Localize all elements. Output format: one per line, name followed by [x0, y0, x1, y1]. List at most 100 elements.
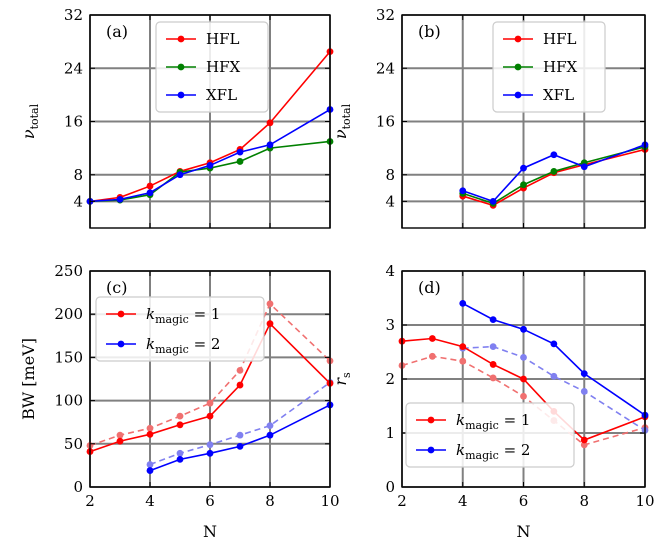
panel-a-series-xfl-point-5	[236, 148, 244, 156]
panel-c-series-k2-point-1	[176, 455, 184, 463]
panel-c-series-ref3-dashed-point-2	[206, 441, 214, 449]
panel-d-ytick-label-3: 3	[385, 316, 395, 334]
panel-b-series-xfl-point-1	[489, 197, 497, 205]
panel-a-series-xfl-point-1	[116, 195, 124, 203]
panel-b-ylabel-text-sub: total	[340, 103, 353, 129]
panel-c-legend-label-1-suffix: = 2	[189, 335, 221, 353]
panel-c-series-k1-point-5	[236, 381, 244, 389]
panel-b-series-hfl-line	[462, 148, 646, 207]
panel-a-legend: HFL HFX XFL	[155, 21, 269, 113]
panel-d-legend-marker-0	[427, 416, 435, 424]
panel-c-ytick-label-0: 0	[73, 478, 83, 496]
panel-c-series-k1-point-6	[266, 320, 274, 328]
panel-a-series-xfl-point-6	[266, 141, 274, 149]
panel-d-series-ref3-dashed-point-3	[550, 372, 558, 380]
panel-b-legend-marker-2	[514, 91, 522, 99]
panel-a-series-xfl-point-4	[206, 162, 214, 169]
panel-d-xtick-label-8: 8	[579, 492, 589, 510]
panel-c-legend-marker-0	[117, 310, 125, 318]
panel-c-series-k2-point-3	[236, 442, 244, 450]
panel-b-series-xfl-point-2	[520, 164, 527, 172]
panel-a-ytick-label-24: 24	[64, 59, 83, 77]
panel-c-series-ref3-dashed-point-4	[266, 422, 274, 430]
panel-c-xtick-label-2: 2	[85, 492, 95, 510]
panel-c-series-k1-point-4	[206, 412, 214, 420]
panel-b-ytick-label-16: 16	[376, 113, 395, 131]
panel-d-series-k2-point-1	[489, 316, 497, 323]
panel-c-xtick-label-4: 4	[145, 492, 155, 510]
panel-d-series-k1-line	[401, 337, 646, 441]
panel-b-ylabel-text-main: ν	[331, 129, 350, 139]
panel-b-legend-label-2-main: XFL	[543, 86, 574, 104]
panel-c-xlabel: N	[203, 522, 217, 541]
panel-c-ylabel-text: BW [meV]	[19, 338, 38, 420]
panel-a-legend-label-2-main: XFL	[206, 86, 237, 104]
panel-d-series-ref2-dashed-point-6	[580, 441, 588, 449]
panel-b-ytick-label-8: 8	[385, 166, 395, 184]
panel-c-series-ref2-dashed-point-1	[116, 431, 124, 439]
panel-c-series-ref2-dashed-point-2	[146, 424, 154, 432]
panel-c-legend-label-0-main: k	[146, 305, 155, 323]
panel-d-ytick-label-4: 4	[385, 262, 395, 280]
panel-b-legend-box	[492, 21, 606, 113]
panel-c-series-k1-point-3	[176, 421, 184, 429]
panel-a-legend-label-0: HFL	[206, 30, 239, 48]
panel-a-ytick-label-16: 16	[64, 113, 83, 131]
panel-d-legend-label-1-main: k	[456, 441, 465, 459]
panel-c-series-k2-point-4	[266, 431, 274, 439]
panel-c-ytick-label-150: 150	[54, 348, 83, 366]
panel-d-series-ref2-dashed-line	[401, 355, 646, 446]
panel-b-legend-marker-1	[514, 63, 522, 71]
panel-c-ytick-label-100: 100	[54, 392, 83, 410]
panel-a-ylabel-text: νtotal	[19, 103, 41, 139]
panel-c-series-k2-point-2	[206, 449, 214, 457]
panel-a-legend-label-0-main: HFL	[206, 30, 239, 48]
panel-c-series-ref2-dashed-point-4	[206, 399, 214, 407]
panel-a-ylabel: νtotal	[19, 103, 41, 139]
panel-c-series-ref2-dashed-point-5	[236, 366, 244, 374]
panel-d-ylabel-text-sub: s	[340, 372, 353, 378]
panel-d-xtick-label-6: 6	[519, 492, 529, 510]
panel-d-series-ref2-dashed-point-3	[489, 374, 497, 382]
panel-c-ytick-label-50: 50	[64, 435, 83, 453]
panel-a-legend-marker-0	[177, 35, 185, 43]
panel-c-legend-label-0-suffix: = 1	[189, 305, 221, 323]
panel-a-ylabel-text-main: ν	[19, 129, 38, 139]
panel-d-legend-box	[405, 402, 575, 468]
panel-d-series-ref2-dashed-point-1	[428, 352, 436, 360]
panel-d-ytick-label-2: 2	[385, 370, 395, 388]
panel-a-series-xfl-line	[89, 108, 331, 203]
panel-b-ylabel-text: νtotal	[331, 103, 353, 139]
panel-b: 4 8 16 24 32 (b) νtotal HFL HFX XFL	[331, 6, 649, 229]
panel-d-legend-label-0-suffix: = 1	[499, 411, 531, 429]
panel-c-legend-label-1-main: k	[146, 335, 155, 353]
panel-a-legend-marker-1	[177, 63, 185, 71]
panel-b-legend-label-1: HFX	[543, 58, 577, 76]
panel-c-series-ref2-dashed-point-3	[176, 412, 184, 420]
panel-d-ytick-label-1: 1	[385, 424, 395, 442]
panel-b-ytick-label-4: 4	[385, 192, 395, 210]
panel-d-xlabel: N	[517, 522, 531, 541]
panel-b-legend-label-1-main: HFX	[543, 58, 577, 76]
panel-c-legend-label-0-sub: magic	[155, 313, 189, 326]
panel-d-legend-label-0-sub: magic	[465, 419, 499, 432]
panel-d-ylabel: rs	[331, 372, 353, 386]
panel-d-series-k2-point-2	[520, 325, 527, 333]
panel-d-series-k2-point-4	[580, 370, 588, 377]
panel-c-xtick-label-10: 10	[320, 492, 339, 510]
panel-a-series-xfl-point-3	[176, 171, 184, 179]
panel-d-series-ref3-dashed-point-2	[520, 354, 527, 361]
panel-b-series-xfl-point-4	[580, 163, 588, 171]
panel-c-ytick-label-250: 250	[54, 262, 83, 280]
panel-a-legend-marker-2	[177, 91, 185, 99]
panel-b-series-hfx-point-2	[520, 181, 527, 189]
panel-c-series-ref2-dashed-point-6	[266, 300, 274, 308]
panel-b-legend-label-0-main: HFL	[543, 30, 576, 48]
panel-c-legend-marker-1	[117, 340, 125, 348]
panel-d-series-ref3-dashed-point-1	[489, 343, 497, 350]
panel-c-xtick-label-6: 6	[205, 492, 215, 510]
panel-b-legend-marker-0	[514, 35, 522, 43]
panel-d-legend-label-1-suffix: = 2	[499, 441, 531, 459]
